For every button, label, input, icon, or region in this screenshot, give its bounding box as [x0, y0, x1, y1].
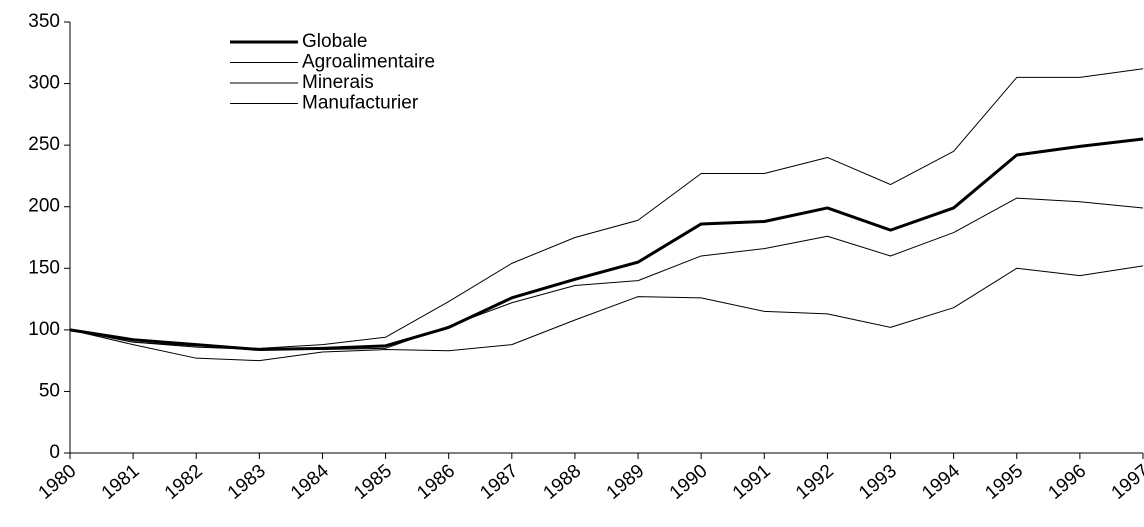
series-line — [69, 197, 1144, 351]
series-line — [69, 137, 1144, 352]
y-tick-label: 200 — [28, 196, 60, 217]
y-tick-label: 100 — [28, 319, 60, 340]
x-tick-label: 1987 — [476, 461, 522, 504]
x-tick-label: 1984 — [287, 460, 333, 504]
y-tick-label: 300 — [28, 73, 60, 94]
x-tick-label: 1995 — [981, 461, 1027, 504]
x-tick-label: 1990 — [666, 461, 712, 504]
x-tick-label: 1980 — [35, 461, 81, 504]
x-tick-label: 1994 — [918, 460, 964, 504]
x-tick-label: 1983 — [224, 461, 270, 504]
y-tick-label: 0 — [49, 442, 60, 463]
x-tick-label: 1991 — [729, 461, 775, 504]
x-tick-label: 1988 — [539, 461, 585, 504]
y-tick-label: 50 — [39, 380, 60, 401]
x-tick-label: 1997 — [1108, 461, 1144, 504]
series-line — [69, 265, 1144, 362]
x-tick-label: 1982 — [161, 461, 207, 504]
x-tick-label: 1996 — [1044, 461, 1090, 504]
series-line — [69, 68, 1144, 349]
legend-label: Manufacturier — [302, 93, 419, 114]
x-tick-label: 1993 — [855, 461, 901, 504]
x-tick-label: 1981 — [98, 461, 144, 504]
legend-label: Globale — [302, 31, 368, 52]
x-tick-label: 1989 — [603, 461, 649, 504]
x-tick-label: 1985 — [350, 461, 396, 504]
legend-label: Agroalimentaire — [302, 52, 435, 73]
x-tick-label: 1986 — [413, 461, 459, 504]
y-tick-label: 250 — [28, 134, 60, 155]
legend-label: Minerais — [302, 72, 374, 93]
y-tick-label: 350 — [28, 11, 60, 32]
x-tick-label: 1992 — [792, 461, 838, 504]
y-tick-label: 150 — [28, 257, 60, 278]
